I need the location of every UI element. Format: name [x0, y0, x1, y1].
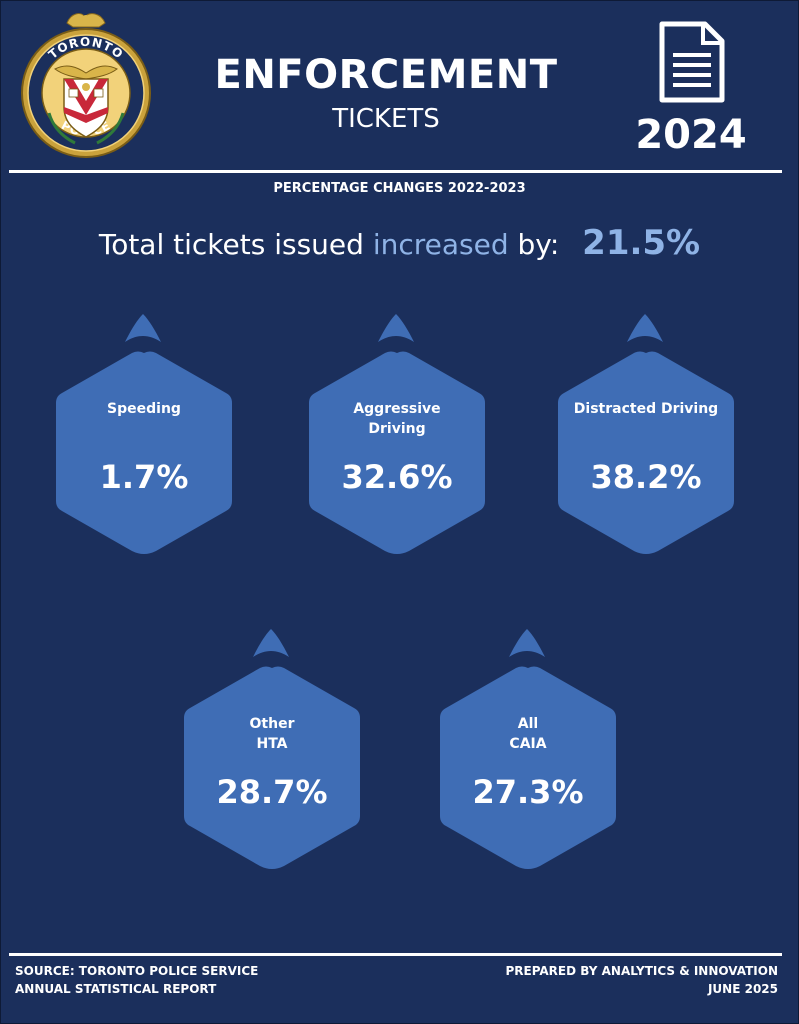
category-card-all-caia: All CAIA 27.3% [434, 662, 622, 872]
category-label: Speeding [107, 401, 181, 417]
document-icon [659, 21, 725, 103]
total-suffix: by: [517, 228, 560, 261]
footer-divider [9, 953, 782, 956]
category-value: 1.7% [99, 458, 189, 496]
footer-source-line: ANNUAL STATISTICAL REPORT [15, 982, 217, 996]
hexagon-shape [309, 351, 485, 554]
chevron-up-icon [378, 314, 414, 342]
header-divider [9, 170, 782, 173]
category-label: Aggressive Driving [353, 401, 441, 437]
report-year: 2024 [635, 112, 747, 158]
category-value: 38.2% [590, 458, 702, 496]
category-card-other-hta: Other HTA 28.7% [178, 662, 366, 872]
category-card-distracted-driving: Distracted Driving 38.2% [552, 347, 740, 557]
toronto-police-badge-logo: TORONTO POLICE [21, 13, 151, 158]
category-card-speeding: Speeding 1.7% [50, 347, 238, 557]
category-label: All CAIA [509, 716, 547, 752]
footer-source-line: SOURCE: TORONTO POLICE SERVICE [15, 964, 259, 978]
footer-prepared-line: PREPARED BY ANALYTICS & INNOVATION [505, 964, 778, 978]
footer-date-line: JUNE 2025 [707, 982, 778, 996]
total-tickets-statement: Total tickets issued increased by: 21.5% [1, 223, 798, 265]
chevron-up-icon [627, 314, 663, 342]
category-card-aggressive-driving: Aggressive Driving 32.6% [303, 347, 491, 557]
hexagon-shape [440, 666, 616, 869]
category-value: 27.3% [472, 773, 584, 811]
category-label: Other HTA [249, 716, 295, 752]
chevron-up-icon [509, 629, 545, 657]
page-subtitle: TICKETS [332, 104, 440, 134]
section-heading: PERCENTAGE CHANGES 2022-2023 [273, 181, 526, 196]
category-value: 32.6% [341, 458, 453, 496]
total-highlight-word: increased [372, 228, 509, 261]
total-change-value: 21.5% [582, 223, 701, 263]
total-prefix: Total tickets issued [98, 228, 364, 261]
hexagon-shape [558, 351, 734, 554]
footer-prepared-by: PREPARED BY ANALYTICS & INNOVATION JUNE … [505, 962, 778, 998]
category-label: Distracted Driving [573, 401, 719, 417]
footer-source: SOURCE: TORONTO POLICE SERVICE ANNUAL ST… [15, 962, 258, 998]
hexagon-shape [56, 351, 232, 554]
page-title: ENFORCEMENT [214, 52, 558, 98]
category-value: 28.7% [216, 773, 328, 811]
hexagon-shape [184, 666, 360, 869]
chevron-up-icon [125, 314, 161, 342]
chevron-up-icon [253, 629, 289, 657]
